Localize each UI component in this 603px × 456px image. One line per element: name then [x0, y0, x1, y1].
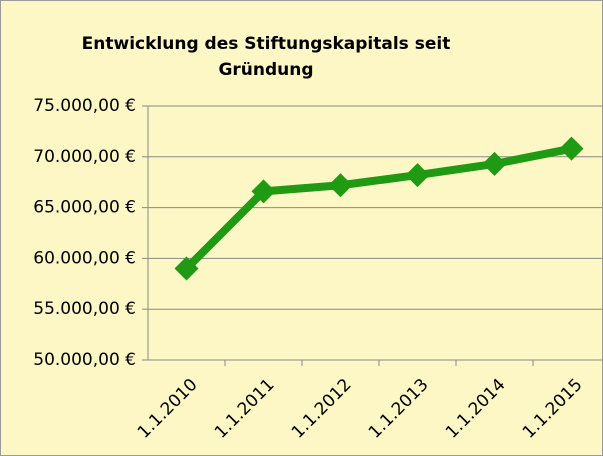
y-tick-label: 60.000,00 € — [33, 248, 136, 268]
x-tick-label: 1.1.2013 — [365, 375, 433, 443]
marker — [405, 163, 430, 188]
y-tick-label: 70.000,00 € — [33, 147, 136, 167]
chart-title: Entwicklung des Stiftungskapitals seit G… — [81, 34, 451, 80]
marker — [174, 256, 199, 281]
x-tick-label: 1.1.2010 — [134, 375, 202, 443]
marker — [482, 151, 507, 176]
y-tick-label: 55.000,00 € — [33, 299, 136, 319]
marker — [328, 173, 353, 198]
y-tick-label: 75.000,00 € — [33, 96, 136, 116]
y-tick-label: 65.000,00 € — [33, 198, 136, 218]
x-tick-label: 1.1.2014 — [442, 375, 510, 443]
x-tick-label: 1.1.2011 — [211, 375, 279, 443]
x-tick-label: 1.1.2015 — [519, 375, 587, 443]
x-tick-label: 1.1.2012 — [288, 375, 356, 443]
y-tick-label: 50.000,00 € — [33, 350, 136, 370]
marker — [251, 179, 276, 204]
line — [183, 144, 573, 272]
marker — [559, 136, 584, 161]
